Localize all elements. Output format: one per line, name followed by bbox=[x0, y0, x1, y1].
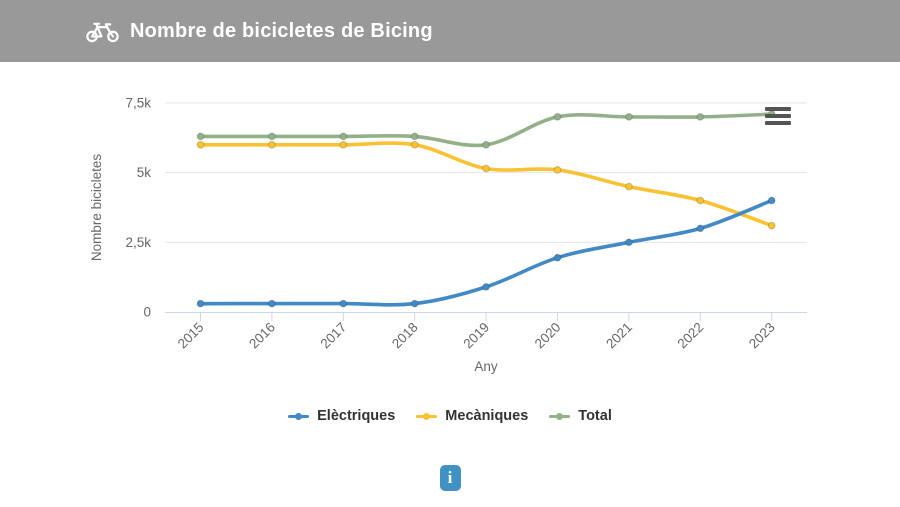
legend-label: Total bbox=[578, 408, 612, 424]
legend-label: Elèctriques bbox=[317, 408, 396, 424]
x-axis-tick-label: 2017 bbox=[318, 320, 350, 352]
x-axis-title: Any bbox=[474, 359, 498, 374]
series-mecaniques[interactable] bbox=[196, 140, 776, 230]
data-point[interactable] bbox=[339, 132, 348, 141]
data-point[interactable] bbox=[268, 132, 276, 141]
series-electriques[interactable] bbox=[196, 196, 776, 308]
y-axis-title: Nombre bicicletes bbox=[89, 154, 104, 262]
chart-legend: Elèctriques Mecàniques Total bbox=[0, 403, 900, 429]
line-chart: 0 2,5k 5k 7,5k 2015 2016 2017 2018 2019 2020 2021 2… bbox=[89, 96, 807, 374]
data-point[interactable] bbox=[410, 132, 419, 141]
legend-marker bbox=[288, 412, 310, 420]
legend-item-electriques[interactable]: Elèctriques bbox=[288, 408, 395, 424]
legend-marker bbox=[416, 412, 438, 420]
x-axis-tick-label: 2018 bbox=[389, 320, 421, 352]
data-point[interactable] bbox=[696, 224, 705, 233]
legend-label: Mecàniques bbox=[445, 408, 529, 424]
data-point[interactable] bbox=[268, 140, 276, 149]
info-row: i bbox=[0, 465, 900, 491]
data-point[interactable] bbox=[482, 164, 491, 173]
y-axis-tick-label: 0 bbox=[143, 305, 151, 320]
data-point[interactable] bbox=[767, 196, 776, 205]
x-axis-tick-label: 2015 bbox=[175, 320, 207, 352]
series-total[interactable] bbox=[196, 110, 776, 149]
data-point[interactable] bbox=[196, 299, 205, 308]
data-point[interactable] bbox=[696, 196, 705, 205]
y-axis-tick-label: 5k bbox=[137, 165, 152, 180]
info-button[interactable]: i bbox=[439, 465, 461, 491]
data-point[interactable] bbox=[553, 253, 562, 262]
y-axis-tick-label: 7,5k bbox=[125, 96, 151, 111]
data-point[interactable] bbox=[196, 132, 205, 141]
legend-marker bbox=[549, 412, 571, 420]
data-point[interactable] bbox=[410, 140, 419, 149]
x-axis-tick-label: 2020 bbox=[532, 320, 564, 352]
data-point[interactable] bbox=[410, 299, 419, 308]
data-point[interactable] bbox=[268, 299, 276, 308]
legend-item-total[interactable]: Total bbox=[549, 408, 612, 424]
page-title: Nombre de bicicletes de Bicing bbox=[130, 19, 433, 42]
data-point[interactable] bbox=[339, 299, 348, 308]
x-axis-tick-label: 2016 bbox=[246, 320, 278, 352]
x-axis-tick-label: 2022 bbox=[675, 320, 707, 352]
data-point[interactable] bbox=[196, 140, 205, 149]
x-axis-tick-label: 2021 bbox=[603, 320, 635, 352]
data-point[interactable] bbox=[767, 221, 776, 230]
bicycle-icon bbox=[86, 20, 119, 43]
y-axis-tick-label: 2,5k bbox=[125, 235, 151, 250]
data-point[interactable] bbox=[625, 113, 633, 121]
data-point[interactable] bbox=[482, 283, 491, 291]
data-point[interactable] bbox=[625, 182, 633, 191]
data-point[interactable] bbox=[696, 113, 705, 121]
data-point[interactable] bbox=[625, 238, 633, 247]
legend-item-mecaniques[interactable]: Mecàniques bbox=[416, 408, 528, 424]
x-axis-tick-label: 2023 bbox=[746, 320, 778, 352]
page-header: Nombre de bicicletes de Bicing bbox=[0, 0, 900, 62]
data-point[interactable] bbox=[339, 140, 348, 149]
data-point[interactable] bbox=[482, 140, 491, 149]
hamburger-menu-icon[interactable] bbox=[765, 107, 791, 125]
data-point[interactable] bbox=[553, 113, 562, 121]
x-axis-tick-label: 2019 bbox=[460, 320, 492, 352]
data-point[interactable] bbox=[553, 166, 562, 174]
chart-area: 0 2,5k 5k 7,5k 2015 2016 2017 2018 2019 2020 2021 2… bbox=[0, 62, 900, 402]
